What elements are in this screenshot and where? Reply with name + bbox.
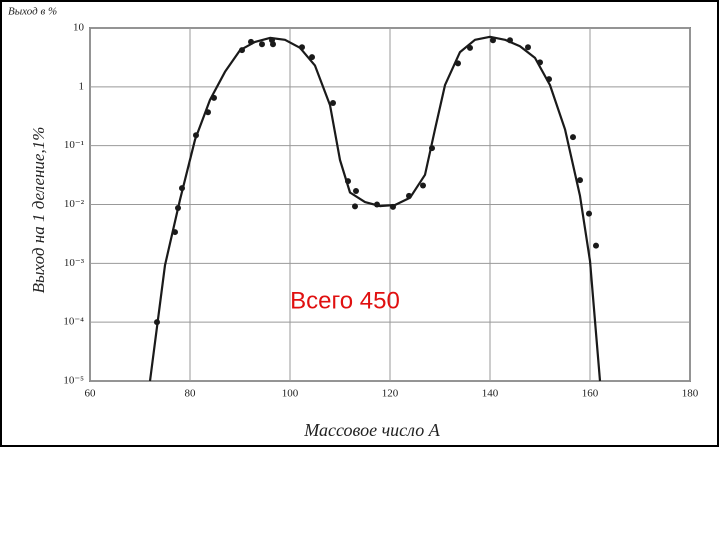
data-point <box>353 187 359 194</box>
x-tick-label: 180 <box>682 388 699 400</box>
data-point <box>570 134 576 141</box>
data-point <box>420 182 426 189</box>
curve <box>148 35 602 382</box>
x-tick-label: 60 <box>85 388 97 400</box>
y-tick-label: 1 <box>79 80 85 92</box>
frame <box>0 0 719 447</box>
x-tick-label: 80 <box>185 388 197 400</box>
data-point <box>586 210 592 217</box>
y-tick-label: 10⁻³ <box>64 257 85 269</box>
y-tick-label: 10⁻⁴ <box>63 316 84 328</box>
x-tick-label: 100 <box>282 388 299 400</box>
y-tick-label: 10⁻¹ <box>64 139 84 151</box>
x-axis-label: Массовое число A <box>303 420 440 440</box>
x-tick-label: 160 <box>582 388 599 400</box>
y-tick-label: 10 <box>73 22 85 34</box>
y-tick-label: 10⁻⁵ <box>63 375 84 387</box>
data-point <box>352 203 358 210</box>
data-point <box>577 177 583 184</box>
annotation: Всего 450 <box>290 287 400 314</box>
data-point <box>330 100 336 107</box>
y-tick-label: 10⁻² <box>64 198 85 210</box>
y-axis-label: Выход на 1 деление,1% <box>29 127 48 294</box>
x-tick-label: 120 <box>382 388 399 400</box>
data-point <box>593 242 599 249</box>
chart-title: Выход в % <box>8 6 57 18</box>
x-tick-label: 140 <box>482 388 499 400</box>
data-point <box>259 41 265 48</box>
data-point <box>525 44 531 51</box>
